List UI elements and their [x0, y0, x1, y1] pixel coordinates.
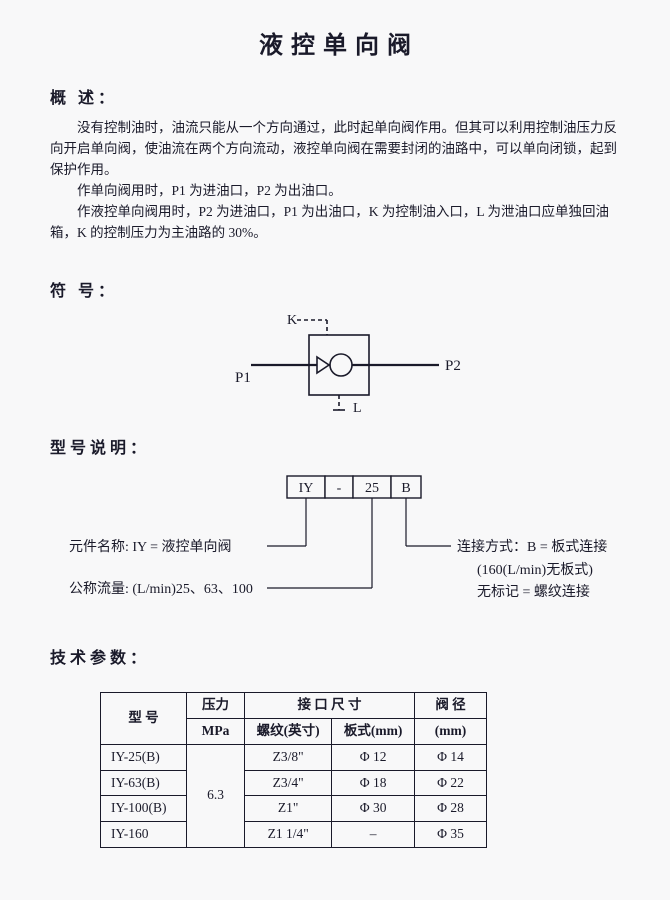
overview-heading: 概 述：: [50, 87, 628, 112]
svg-text:元件名称: IY = 液控单向阀: 元件名称: IY = 液控单向阀: [69, 539, 232, 555]
svg-text:无标记 = 螺纹连接: 无标记 = 螺纹连接: [477, 583, 590, 600]
model-diagram: IY - 25 B 元件名称: IY = 液控单向阀 公称流量: (L/min)…: [50, 468, 628, 635]
model-heading: 型号说明：: [50, 437, 628, 462]
col-diameter-unit: (mm): [415, 718, 487, 744]
col-model: 型 号: [101, 692, 187, 744]
svg-text:25: 25: [365, 481, 379, 496]
table-row: IY-63(B) Z3/4" Φ 18 Φ 22: [101, 770, 487, 796]
col-pressure: 压力: [187, 692, 245, 718]
col-pressure-unit: MPa: [187, 718, 245, 744]
spec-heading: 技术参数：: [50, 647, 628, 672]
overview-p1: 没有控制油时，油流只能从一个方向通过，此时起单向阀作用。但其可以利用控制油压力反…: [50, 118, 628, 181]
symbol-heading: 符 号：: [50, 280, 628, 305]
overview-p2: 作单向阀用时，P1 为进油口，P2 为出油口。: [50, 181, 628, 202]
pressure-cell: 6.3: [187, 744, 245, 848]
col-diameter: 阀 径: [415, 692, 487, 718]
svg-text:公称流量: (L/min)25、63、100: 公称流量: (L/min)25、63、100: [69, 581, 253, 597]
svg-text:IY: IY: [299, 481, 314, 496]
svg-text:B: B: [401, 481, 410, 496]
symbol-label-p1: P1: [235, 370, 251, 386]
svg-text:(160(L/min)无板式): (160(L/min)无板式): [477, 562, 593, 578]
table-row: IY-160 Z1 1/4" – Φ 35: [101, 822, 487, 848]
col-port: 接 口 尺 寸: [245, 692, 415, 718]
col-plate: 板式(mm): [332, 718, 415, 744]
symbol-label-k: K: [287, 313, 297, 328]
svg-text:-: -: [337, 481, 342, 496]
overview-p3: 作液控单向阀用时，P2 为进油口，P1 为出油口，K 为控制油入口，L 为泄油口…: [50, 202, 628, 244]
svg-text:连接方式：B = 板式连接: 连接方式：B = 板式连接: [457, 538, 607, 555]
page-title: 液控单向阀: [50, 28, 628, 65]
table-row: IY-100(B) Z1" Φ 30 Φ 28: [101, 796, 487, 822]
symbol-diagram: K L P1 P2: [50, 310, 628, 427]
symbol-label-p2: P2: [445, 358, 461, 374]
table-row: IY-25(B) 6.3 Z3/8" Φ 12 Φ 14: [101, 744, 487, 770]
symbol-label-l: L: [353, 401, 362, 416]
col-thread: 螺纹(英寸): [245, 718, 332, 744]
spec-table: 型 号 压力 接 口 尺 寸 阀 径 MPa 螺纹(英寸) 板式(mm) (mm…: [100, 692, 487, 849]
